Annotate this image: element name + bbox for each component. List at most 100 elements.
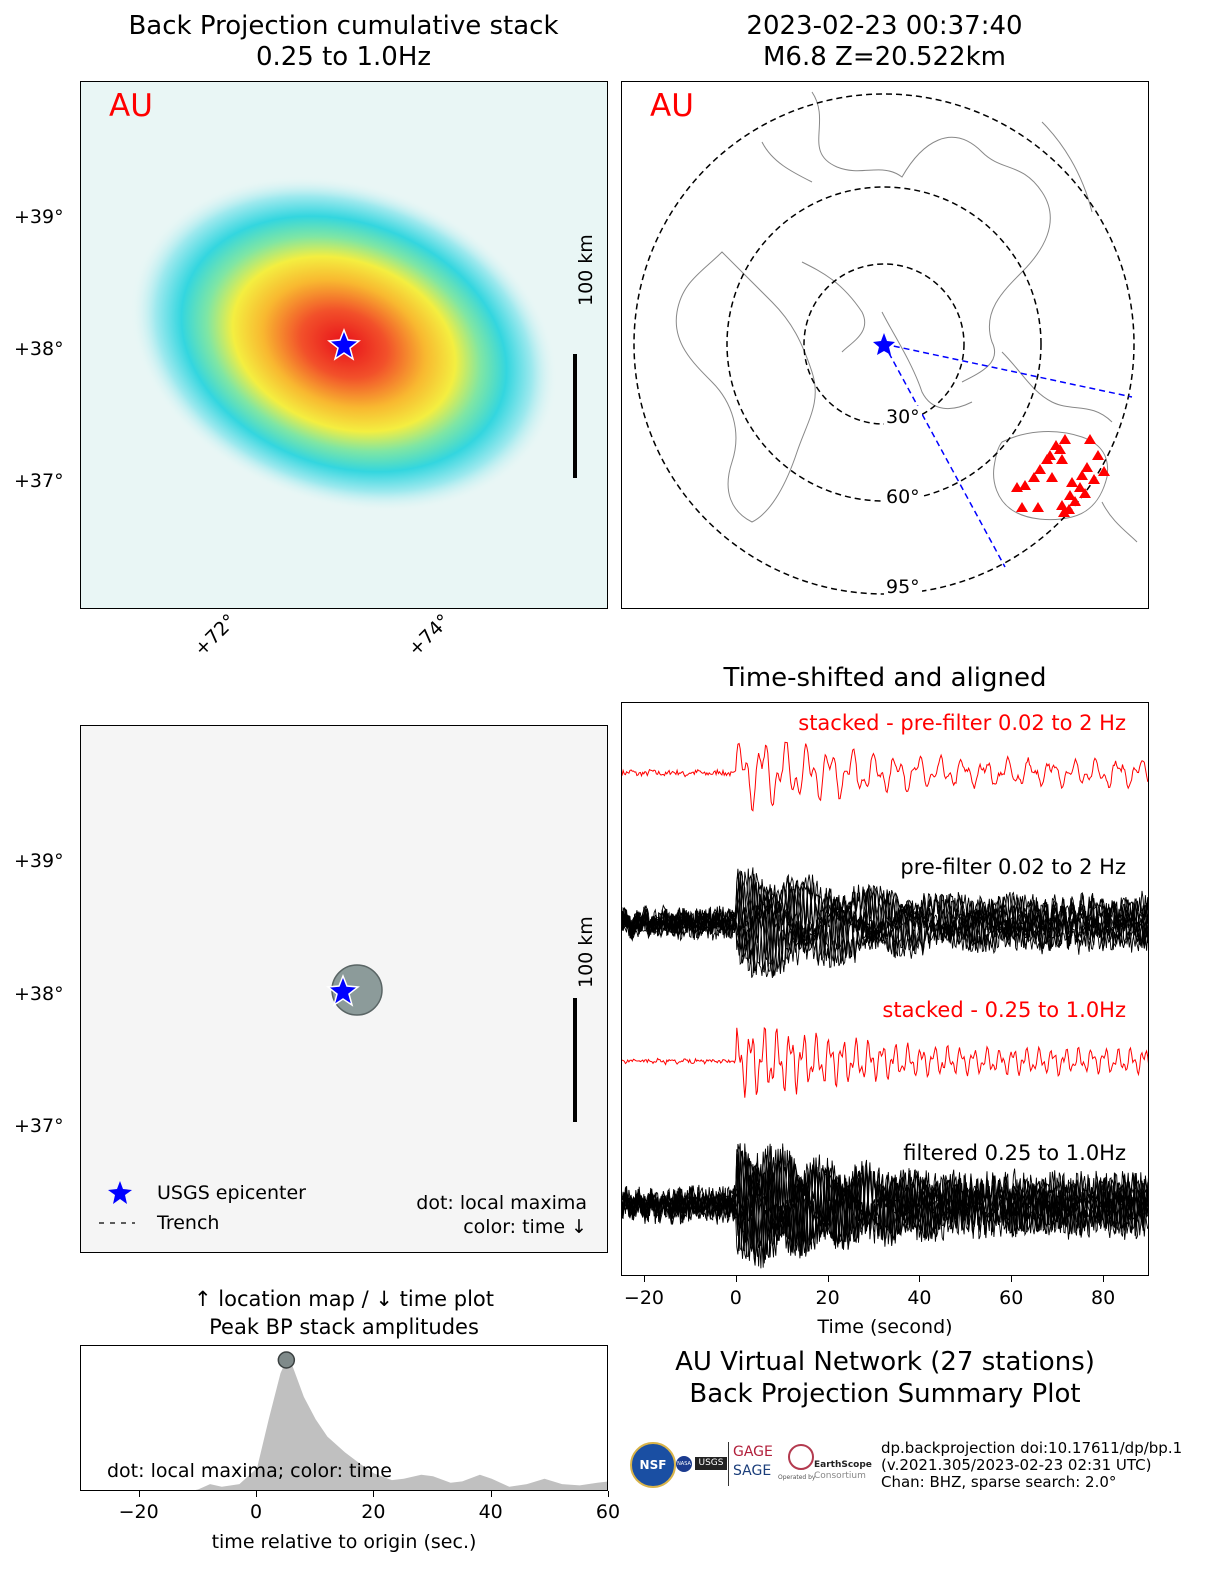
location-note-line1: dot: local maxima	[416, 1192, 587, 1214]
summary-line1: AU Virtual Network (27 stations)	[675, 1347, 1095, 1377]
station-map-panel: AU 30° 60° 95°	[621, 81, 1149, 609]
trace-prefilter	[622, 867, 1148, 974]
operated-by-text: Operated by	[778, 1474, 816, 1481]
legend-star-icon	[108, 1181, 132, 1204]
waveform-tick-label: −20	[623, 1287, 665, 1309]
peak-plot-xlabel: time relative to origin (sec.)	[211, 1531, 477, 1553]
summary-title: AU Virtual Network (27 stations) Back Pr…	[621, 1346, 1149, 1410]
legend-epicenter-label: USGS epicenter	[157, 1182, 306, 1204]
peak-tick-label: 40	[478, 1501, 503, 1523]
peak-dot	[277, 1351, 296, 1369]
location-scale-label: 100 km	[575, 916, 597, 988]
waveform-tick-label: 60	[999, 1287, 1024, 1309]
waveform-tick-label: 80	[1090, 1287, 1116, 1309]
peak-tick-mark	[373, 1491, 375, 1497]
heatmap-lat-tick: +37°	[14, 470, 64, 492]
trace-filtered	[622, 1143, 1148, 1267]
heatmap-lat-tick: +39°	[14, 206, 64, 228]
peak-plot-title-line1: ↑ location map / ↓ time plot	[194, 1287, 494, 1311]
heatmap-lon-tick: +72°	[190, 609, 241, 661]
heatmap-epicenter-star	[327, 327, 361, 361]
map-network-label: AU	[650, 88, 694, 124]
gage-logo: GAGE	[733, 1444, 773, 1460]
heatmap-title-line1: Back Projection cumulative stack	[128, 11, 559, 41]
location-epicenter-star	[326, 973, 360, 1007]
event-magnitude-depth: M6.8 Z=20.522km	[762, 42, 1006, 72]
heatmap-lat-tick: +38°	[14, 338, 64, 360]
heatmap-svg	[130, 175, 577, 513]
peak-tick-mark	[256, 1491, 257, 1497]
heatmap-panel: AU 100 km	[80, 81, 608, 609]
sage-logo: SAGE	[733, 1463, 772, 1479]
earthscope-icon	[788, 1444, 814, 1470]
footer-version: (v.2021.305/2023-02-23 02:31 UTC)	[881, 1456, 1152, 1474]
waveform-tick-label: 20	[815, 1287, 840, 1309]
waveform-tick-label: 0	[729, 1287, 742, 1309]
location-lat-tick: +38°	[14, 983, 64, 1005]
waveform-tick-label: 40	[907, 1287, 932, 1309]
peak-plot-svg	[195, 1351, 607, 1490]
heatmap-scale-label: 100 km	[575, 234, 597, 306]
footer-channel: Chan: BHZ, sparse search: 2.0°	[881, 1473, 1117, 1491]
label-stacked-filtered: stacked - 0.25 to 1.0Hz	[882, 998, 1126, 1022]
waveform-panel: stacked - pre-filter 0.02 to 2 Hz pre-fi…	[621, 702, 1149, 1276]
peak-tick-mark	[608, 1491, 609, 1497]
waveform-tick-mark	[735, 1276, 737, 1282]
station-azimuth-lines	[883, 343, 1133, 568]
location-lat-tick: +39°	[14, 850, 64, 872]
peak-tick-label: −20	[118, 1501, 159, 1523]
peak-plot-title-line2: Peak BP stack amplitudes	[209, 1315, 479, 1339]
peak-plot-panel: dot: local maxima; color: time	[80, 1345, 608, 1491]
station-markers	[1011, 434, 1110, 517]
location-map-svg	[99, 964, 577, 1224]
nsf-logo: NSF	[630, 1442, 676, 1488]
waveform-xlabel: Time (second)	[817, 1316, 953, 1338]
usgs-logo: USGS	[695, 1457, 727, 1470]
location-lat-tick: +37°	[14, 1115, 64, 1137]
waveform-svg	[622, 741, 1148, 1269]
ring-label-95: 95°	[884, 576, 922, 598]
footer-doi: dp.backprojection doi:10.17611/dp/bp.1	[881, 1439, 1183, 1457]
coastlines	[675, 91, 1138, 543]
logo-divider	[728, 1442, 729, 1486]
label-filtered: filtered 0.25 to 1.0Hz	[903, 1141, 1126, 1165]
map-epicenter-star	[873, 333, 895, 355]
peak-tick-label: 20	[361, 1501, 386, 1523]
peak-tick-label: 0	[249, 1501, 263, 1523]
nasa-logo: NASA	[676, 1456, 692, 1472]
consortium-logo-text: Consortium	[814, 1471, 866, 1481]
label-prefilter: pre-filter 0.02 to 2 Hz	[900, 855, 1126, 879]
waveform-tick-mark	[643, 1276, 645, 1282]
location-note-line2: color: time ↓	[463, 1216, 587, 1238]
waveform-title: Time-shifted and aligned	[723, 663, 1047, 693]
station-map-svg	[633, 91, 1138, 595]
event-title: 2023-02-23 00:37:40 M6.8 Z=20.522km	[621, 11, 1148, 73]
ring-label-30: 30°	[884, 406, 922, 428]
ring-label-60: 60°	[884, 486, 922, 508]
peak-amplitude-area	[195, 1360, 607, 1490]
peak-tick-mark	[138, 1491, 140, 1497]
waveform-tick-mark	[1011, 1276, 1013, 1282]
heatmap-network-label: AU	[109, 88, 153, 124]
summary-line2: Back Projection Summary Plot	[689, 1379, 1081, 1409]
earthscope-logo-text: EarthScope	[814, 1460, 872, 1470]
trace-prefilter	[622, 870, 1148, 972]
peak-plot-title: ↑ location map / ↓ time plot Peak BP sta…	[80, 1285, 608, 1341]
legend-trench-label: Trench	[157, 1212, 220, 1234]
peak-plot-note: dot: local maxima; color: time	[107, 1460, 392, 1482]
location-map-panel: 100 km USGS epicenter Trench dot: local …	[80, 725, 608, 1253]
heatmap-title-line2: 0.25 to 1.0Hz	[255, 42, 432, 72]
label-stacked-prefilter: stacked - pre-filter 0.02 to 2 Hz	[798, 711, 1126, 735]
waveform-tick-mark	[919, 1276, 921, 1282]
heatmap-title: Back Projection cumulative stack 0.25 to…	[80, 11, 607, 73]
trace-stacked-filtered	[622, 1026, 1148, 1098]
peak-tick-mark	[490, 1491, 492, 1497]
event-datetime: 2023-02-23 00:37:40	[746, 11, 1023, 41]
traces-filtered	[622, 1143, 1148, 1269]
heatmap-lon-tick: +74°	[404, 609, 455, 661]
ring-60	[726, 186, 1042, 502]
traces-prefilter	[622, 867, 1148, 979]
trace-filtered	[622, 1143, 1148, 1268]
waveform-tick-mark	[827, 1276, 829, 1282]
waveform-tick-mark	[1103, 1276, 1105, 1282]
